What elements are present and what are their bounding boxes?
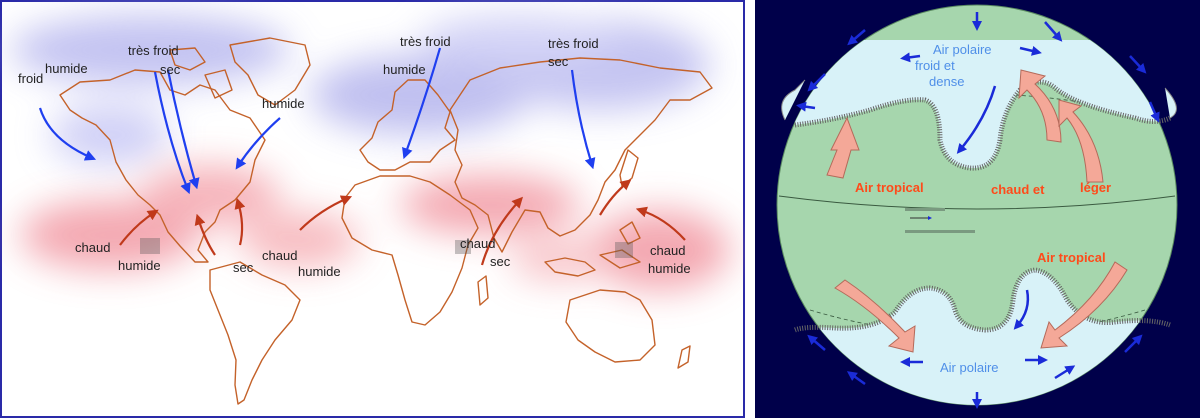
label-sec-1: sec bbox=[160, 62, 181, 77]
blue-arrow-sw bbox=[807, 334, 826, 351]
cold-air-zones bbox=[10, 15, 710, 165]
globe-label-chaud-et: chaud et bbox=[991, 182, 1045, 197]
label-sec-india: sec bbox=[490, 254, 511, 269]
cold-arrow-arctic-1 bbox=[153, 71, 191, 195]
north-polar-cap bbox=[785, 40, 1170, 169]
warm-arrow-atlantic bbox=[299, 195, 353, 231]
warm-arrow-india bbox=[480, 196, 524, 266]
polar-circulation-arrows bbox=[796, 12, 1160, 409]
blue-arrow-se bbox=[1124, 334, 1143, 353]
desert-stipple bbox=[140, 238, 633, 258]
indonesia-outline bbox=[544, 221, 641, 277]
globe-air-masses-diagram: Air polaire froid et dense Air tropical … bbox=[755, 0, 1200, 418]
equator-line bbox=[778, 195, 1176, 210]
label-humide-nw: humide bbox=[45, 61, 88, 76]
new-zealand-outline bbox=[677, 345, 691, 369]
equator-caption-1 bbox=[905, 208, 945, 211]
cold-arrow-arctic-2 bbox=[166, 69, 200, 190]
blue-arrow-nw bbox=[807, 73, 826, 92]
asia-outline bbox=[449, 57, 713, 253]
cold-arrow-siberia-east bbox=[570, 69, 596, 170]
label-sec-asia: sec bbox=[548, 54, 569, 69]
label-chaud-pacific: chaud bbox=[75, 240, 110, 255]
north-cap-rim-right bbox=[1164, 87, 1177, 119]
north-front-line bbox=[794, 79, 1172, 171]
arctic-islands-outline bbox=[169, 47, 233, 99]
label-humide-atlantic: humide bbox=[298, 264, 341, 279]
globe-label-air-polaire-top: Air polaire bbox=[933, 42, 992, 57]
blue-arrow-north-center2 bbox=[1019, 45, 1042, 56]
warm-arrow-sw bbox=[834, 279, 916, 353]
africa-outline bbox=[341, 175, 479, 326]
label-chaud-east: chaud bbox=[650, 243, 685, 258]
blue-arrow-bottom-3 bbox=[1054, 365, 1076, 380]
blue-arrow-ne2 bbox=[1148, 101, 1160, 123]
blue-arrow-south-fold bbox=[1013, 289, 1030, 330]
cold-arrow-labrador bbox=[235, 117, 281, 170]
world-air-masses-map: froid humide très froid sec humide très … bbox=[0, 0, 745, 418]
north-america-outline bbox=[59, 69, 266, 263]
globe-label-dense: dense bbox=[929, 74, 964, 89]
label-humide-east: humide bbox=[648, 261, 691, 276]
warm-arrow-mexico bbox=[194, 213, 216, 256]
greenland-outline bbox=[229, 37, 311, 106]
globe-label-froid-et: froid et bbox=[915, 58, 955, 73]
label-chaud-india: chaud bbox=[460, 236, 495, 251]
label-humide-pacific: humide bbox=[118, 258, 161, 273]
label-humide-europe: humide bbox=[383, 62, 426, 77]
blue-arrow-top-2 bbox=[847, 29, 866, 46]
label-tres-froid-2: très froid bbox=[400, 34, 451, 49]
globe-canvas: Air polaire froid et dense Air tropical … bbox=[776, 4, 1178, 409]
cold-arrow-siberia-west bbox=[402, 47, 442, 160]
warm-arrow-se bbox=[1040, 261, 1128, 349]
blue-arrow-north-center bbox=[900, 52, 921, 63]
warm-air-arrows bbox=[119, 179, 686, 266]
europe-outline bbox=[359, 79, 456, 171]
blue-arrow-bottom-2 bbox=[846, 371, 866, 386]
blue-arrow-ne bbox=[1129, 55, 1147, 74]
cold-arrow-alaska bbox=[38, 107, 97, 161]
cold-air-arrows bbox=[38, 47, 596, 195]
globe-label-air-tropical-right: Air tropical bbox=[1037, 250, 1106, 265]
warm-arrow-pacific bbox=[119, 209, 159, 246]
north-cap-rim-left bbox=[781, 79, 806, 121]
label-chaud-atlantic: chaud bbox=[262, 248, 297, 263]
label-froid: froid bbox=[18, 71, 43, 86]
globe-label-leger: léger bbox=[1080, 180, 1111, 195]
madagascar-outline bbox=[477, 275, 489, 306]
blue-arrow-top-3 bbox=[1044, 21, 1063, 42]
continent-outlines bbox=[59, 37, 713, 405]
warm-air-arrows-globe bbox=[826, 69, 1128, 353]
label-tres-froid-1: très froid bbox=[128, 43, 179, 58]
warm-arrow-ne bbox=[1058, 99, 1104, 183]
australia-outline bbox=[565, 289, 656, 363]
blue-arrow-inner-fold bbox=[956, 85, 997, 154]
warm-arrow-caribbean bbox=[234, 197, 246, 246]
label-tres-froid-3: très froid bbox=[548, 36, 599, 51]
blue-arrow-left-side bbox=[796, 101, 816, 112]
warm-arrow-pacific-east bbox=[635, 206, 686, 241]
warm-arrow-china bbox=[599, 179, 632, 216]
globe-label-air-tropical-left: Air tropical bbox=[855, 180, 924, 195]
warm-arrow-nw bbox=[826, 116, 860, 179]
label-humide-canada: humide bbox=[262, 96, 305, 111]
south-america-outline bbox=[209, 261, 301, 405]
equator-caption-2 bbox=[905, 230, 975, 233]
map-canvas: froid humide très froid sec humide très … bbox=[0, 0, 745, 418]
globe-label-air-polaire-bottom: Air polaire bbox=[940, 360, 999, 375]
label-sec-mexico: sec bbox=[233, 260, 254, 275]
